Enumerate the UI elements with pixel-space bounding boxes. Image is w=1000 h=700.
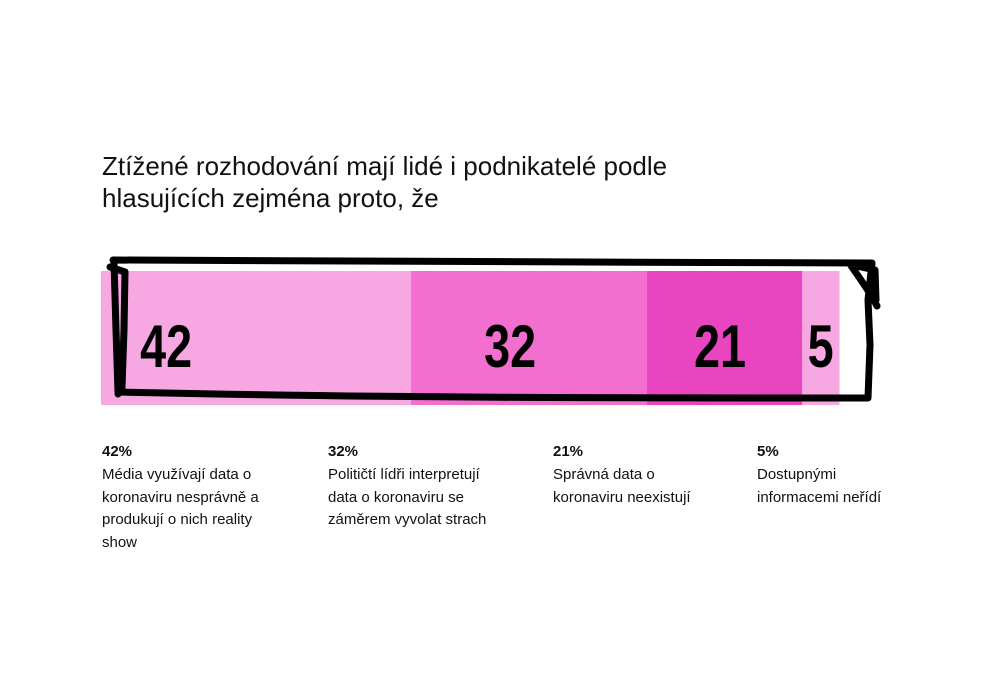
legend-description-line: záměrem vyvolat strach [328, 511, 487, 528]
bar-segment [647, 271, 803, 405]
legend-item: 21% Správná data o koronaviru neexistují [553, 441, 753, 509]
legend-description-line: produkují o nich reality [102, 511, 253, 528]
bar-value-label: 42 [140, 313, 192, 380]
legend-description-line: Dostupnými [757, 466, 837, 483]
legend-description-line: informacemi neřídí [757, 488, 882, 506]
bar-segment [802, 271, 840, 405]
legend-description-line: Správná data o [553, 466, 655, 483]
bar-segment [411, 271, 648, 405]
legend-percentage: 32% [328, 443, 359, 460]
bar-segments [101, 271, 840, 405]
legend-percentage: 42% [102, 443, 133, 460]
bar-value-label: 5 [808, 313, 834, 380]
legend-item: 5% Dostupnými informacemi neřídí [757, 441, 917, 509]
legend-percentage: 21% [553, 443, 584, 460]
bar-value-label: 32 [484, 313, 536, 380]
legend-description-line: data o koronaviru se [328, 488, 464, 506]
legend-item: 42% Média využívají data o koronaviru ne… [102, 441, 302, 554]
legend-description-line: koronaviru neexistují [553, 488, 691, 506]
bar-value-labels: 42 32 21 5 [140, 313, 834, 380]
legend-description-line: koronaviru nesprávně a [102, 488, 259, 506]
legend-description-line: Političtí lídři interpretují [328, 466, 480, 483]
legend-item: 32% Političtí lídři interpretují data o … [328, 441, 528, 532]
chart-title-line-2: hlasujících zejména proto, že [102, 183, 439, 213]
legend-percentage: 5% [757, 443, 779, 460]
bar-value-label: 21 [694, 313, 746, 380]
hand-drawn-outline [106, 256, 881, 402]
legend-description-line: Média využívají data o [102, 466, 252, 483]
chart-title-line-1: Ztížené rozhodování mají lidé i podnikat… [102, 151, 668, 181]
chart-title: Ztížené rozhodování mají lidé i podnikat… [102, 150, 822, 214]
legend-description-line: show [102, 533, 138, 551]
bar-segment [101, 271, 412, 405]
